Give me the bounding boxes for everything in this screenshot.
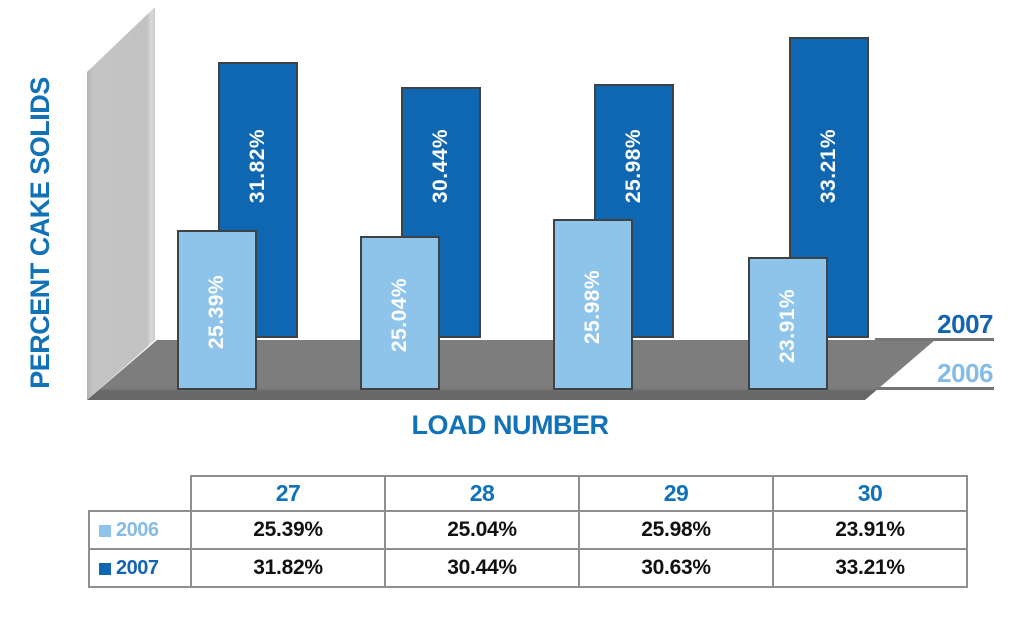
y-axis-label: PERCENT CAKE SOLIDS xyxy=(25,77,55,389)
chart-wall xyxy=(87,7,155,400)
bar-value-label: 25.39% xyxy=(205,274,228,350)
x-axis-label: LOAD NUMBER xyxy=(411,410,610,440)
data-table: 27 28 29 30 2006 25.39% 25.04% 25.98% 23… xyxy=(88,475,968,588)
legend-line-2006 xyxy=(875,387,994,390)
col-header-30: 30 xyxy=(772,475,968,512)
bar-2006-load-30: 23.91% xyxy=(748,257,828,390)
cell-2006-28: 25.04% xyxy=(384,510,580,550)
legend-swatch-2006-icon xyxy=(99,524,111,537)
table-row-2007: 2007 31.82% 30.44% 30.63% 33.21% xyxy=(88,548,968,588)
bar-2006-load-28: 25.04% xyxy=(360,236,440,390)
bar-value-label: 23.91% xyxy=(776,288,799,363)
legend-label-2006: 2006 xyxy=(937,358,993,388)
bar-value-label: 30.44% xyxy=(429,128,452,204)
col-header-28: 28 xyxy=(384,475,580,512)
cell-2007-28: 30.44% xyxy=(384,548,580,588)
table-row-2006: 2006 25.39% 25.04% 25.98% 23.91% xyxy=(88,510,968,550)
legend-label-2007: 2007 xyxy=(937,309,993,339)
bar-value-label: 33.21% xyxy=(817,128,840,204)
col-header-29: 29 xyxy=(578,475,774,512)
row-label-text: 2006 xyxy=(116,518,159,541)
cell-2007-27: 31.82% xyxy=(190,548,386,588)
cell-2007-30: 33.21% xyxy=(772,548,968,588)
cell-2007-29: 30.63% xyxy=(578,548,774,588)
cell-2006-30: 23.91% xyxy=(772,510,968,550)
bar-2006-load-29: 25.98% xyxy=(553,219,633,390)
bar-value-label: 25.98% xyxy=(581,269,604,344)
table-header-row: 27 28 29 30 xyxy=(89,475,968,512)
row-label-2007: 2007 xyxy=(88,548,192,588)
row-label-2006: 2006 xyxy=(88,510,192,550)
legend-swatch-2007-icon xyxy=(99,562,111,575)
col-header-27: 27 xyxy=(190,475,386,512)
bar-value-label: 31.82% xyxy=(246,128,269,204)
cell-2006-29: 25.98% xyxy=(578,510,774,550)
row-label-text: 2007 xyxy=(116,556,159,579)
bar-value-label: 25.04% xyxy=(388,277,411,353)
bar-value-label: 25.98% xyxy=(622,128,645,204)
cell-2006-27: 25.39% xyxy=(190,510,386,550)
bar-2006-load-27: 25.39% xyxy=(177,230,257,390)
legend-line-2007 xyxy=(875,338,994,341)
table-corner-cell xyxy=(89,476,192,512)
